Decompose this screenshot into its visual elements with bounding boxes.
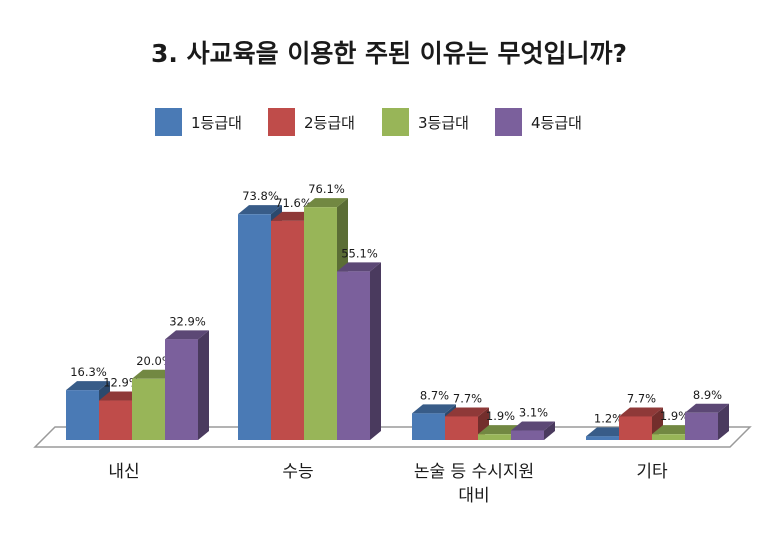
bar-front: [412, 413, 445, 440]
bar-front: [99, 400, 132, 440]
bar-top: [445, 407, 489, 417]
category-label: 수능: [282, 462, 313, 482]
floor: [33, 426, 752, 448]
legend-label: 1등급대: [191, 114, 242, 132]
bar-top: [165, 330, 209, 340]
bar-front: [238, 214, 271, 440]
data-label: 76.1%: [308, 182, 345, 196]
data-label: 12.9%: [103, 376, 140, 390]
bar-top: [511, 421, 555, 431]
bar-front: [337, 271, 370, 440]
bar-front: [445, 416, 478, 440]
data-label: 32.9%: [169, 314, 206, 328]
legend-label: 3등급대: [418, 114, 469, 132]
data-label: 8.9%: [693, 388, 722, 402]
bar-top: [685, 403, 729, 413]
data-label: 55.1%: [341, 246, 378, 260]
bar-front: [619, 416, 652, 440]
bar-front: [685, 412, 718, 440]
data-label: 8.7%: [420, 388, 449, 402]
data-label: 71.6%: [275, 196, 312, 210]
bar-top: [238, 205, 282, 215]
bar-top: [66, 381, 110, 391]
bar-top: [304, 198, 348, 208]
bar-front: [478, 434, 511, 440]
bar-front: [511, 430, 544, 440]
legend: 1등급대 2등급대 3등급대 4등급대: [155, 108, 582, 136]
bar: 55.1%: [337, 246, 381, 440]
bar: 8.9%: [685, 388, 729, 440]
data-label: 7.7%: [627, 391, 656, 405]
category-label: 논술 등 수시지원: [414, 462, 534, 482]
bar-front: [271, 220, 304, 440]
bar: 7.7%: [619, 391, 663, 440]
bar: 32.9%: [165, 314, 209, 440]
bar-side: [718, 403, 729, 440]
bar-top: [619, 407, 663, 417]
category-label: 내신: [108, 462, 139, 482]
bars: 16.3%12.9% 20.0% 32.9% 73.8%71.6%76.1% 55.1%…: [66, 182, 729, 440]
data-label: 20.0%: [136, 354, 173, 368]
bar-top: [412, 404, 456, 414]
category-label: 대비: [458, 486, 489, 506]
bar: 3.1%: [511, 406, 555, 440]
data-label: 3.1%: [519, 406, 548, 420]
chart-title: 3. 사교육을 이용한 주된 이유는 무엇입니까?: [151, 39, 627, 68]
legend-swatch: [495, 108, 522, 136]
bar: 7.7%: [445, 391, 489, 440]
bar: 16.3%: [66, 365, 110, 440]
bar-front: [652, 434, 685, 440]
legend-label: 2등급대: [304, 114, 355, 132]
bar-front: [586, 436, 619, 440]
data-label: 1.9%: [660, 409, 689, 423]
bar-front: [66, 390, 99, 440]
bar-front: [132, 378, 165, 440]
legend-swatch: [268, 108, 295, 136]
legend-label: 4등급대: [531, 114, 582, 132]
data-label: 7.7%: [453, 391, 482, 405]
data-label: 1.2%: [594, 411, 623, 425]
data-label: 73.8%: [242, 189, 279, 203]
bar-front: [304, 207, 337, 440]
data-label: 1.9%: [486, 409, 515, 423]
bar-top: [337, 262, 381, 272]
data-label: 16.3%: [70, 365, 107, 379]
bar-front: [165, 339, 198, 440]
legend-swatch: [155, 108, 182, 136]
category-label: 기타: [636, 462, 668, 482]
legend-swatch: [382, 108, 409, 136]
bar-side: [544, 421, 555, 440]
bar-side: [370, 262, 381, 440]
bar-side: [198, 330, 209, 440]
